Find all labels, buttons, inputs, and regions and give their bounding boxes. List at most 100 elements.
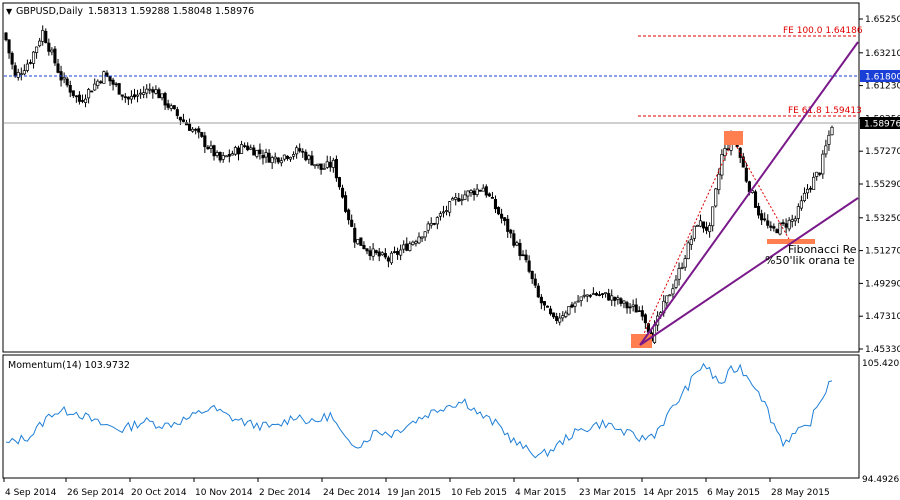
candle-body [13,65,17,77]
price-tick-label: 1.65250 [865,15,900,25]
candle-body [285,155,290,159]
price-tick-label: 1.53250 [865,214,900,224]
candle-body [35,46,39,53]
candle-body [209,145,213,149]
x-tick-label: 19 Jan 2015 [387,488,441,498]
fe618-label: FE 61.8 1.59413 [788,106,862,116]
candle-body [686,242,690,260]
x-tick-label: 6 May 2015 [707,488,760,498]
candle-body [188,123,192,131]
candle-body [328,161,332,168]
candle-body [356,239,360,245]
level-label: 1.61800 [865,73,900,83]
candle-body [132,94,137,98]
candle-body [414,241,418,244]
x-tick-label: 2 Dec 2014 [259,488,311,498]
candle-body [163,92,167,106]
momentum-axis-top: 105.4203 [862,359,900,369]
candle-body [56,63,60,73]
candle-body [77,94,81,102]
candle-body [246,145,250,151]
candle-body [178,116,182,121]
candle-body [7,39,11,54]
price-tick-label: 1.47310 [865,312,900,322]
fib-note-line2: %50'lik orana te [765,254,855,267]
price-tick-label: 1.51270 [865,247,900,257]
annotation-layer: FE 100.0 1.64186 FE 61.8 1.59413 Fibonac… [4,26,863,348]
candle-body [812,176,816,190]
candle-body [637,310,641,313]
candle-body [552,312,556,318]
candle-body [145,88,149,94]
candle-body [457,197,461,202]
x-tick-label: 24 Dec 2014 [323,488,381,498]
candle-body [815,171,819,177]
candle-body [331,159,335,168]
x-axis: 4 Sep 2014 26 Sep 2014 20 Oct 2014 10 Nov 2… [3,478,830,498]
momentum-label: Momentum(14) 103.9732 [8,360,130,371]
candle-body [194,128,198,131]
candle-body [564,312,568,317]
candle-body [334,158,338,179]
candle-body [270,157,274,164]
candle-body [555,316,559,322]
candle-body [44,30,48,44]
candle-body [313,164,317,167]
x-tick-label: 23 Mar 2015 [579,488,636,498]
candle-body [610,295,614,301]
candle-body [264,152,268,158]
candle-body [340,187,345,198]
candle-body [478,189,482,192]
candle-body [714,188,718,207]
candle-body [157,89,161,99]
low-highlight-box [631,334,652,348]
candle-body [359,237,363,246]
candle-body [353,227,357,243]
candle-body [362,244,366,250]
fib-projection-line-2 [732,139,791,242]
candle-body [668,294,672,297]
candle-body [252,147,256,156]
candle-body [65,78,69,86]
candle-body [374,250,378,254]
candle-body [417,236,421,244]
candle-body [129,95,133,100]
candle-body [604,292,608,294]
candle-body [389,252,394,264]
candle-body [588,295,592,297]
candle-body [689,238,693,245]
current-price-label: 1.58976 [864,120,900,130]
x-tick-label: 10 Feb 2015 [451,488,507,498]
candle-body [399,249,403,256]
x-tick-label: 20 Oct 2014 [131,488,187,498]
candle-body [665,295,669,304]
candle-body [175,109,179,116]
candle-body [420,236,424,239]
candle-body [809,187,813,190]
candle-body [701,221,706,229]
candle-body [723,148,727,157]
fib-note-line1: Fibonacci Re [788,243,857,256]
candle-body [530,270,534,280]
candle-body [490,197,494,199]
fib-projection-line-1 [640,139,734,341]
candle-body [423,231,427,238]
candle-body [506,218,510,232]
price-tick-label: 1.61230 [865,82,900,92]
candle-body [753,191,758,208]
candle-body [466,190,470,197]
candle-body [292,154,296,157]
candle-body [50,49,54,53]
candle-body [597,294,602,296]
candle-body [738,147,742,158]
x-tick-label: 10 Nov 2014 [195,488,253,498]
candle-body [206,146,210,150]
candle-body [322,168,326,170]
candle-body [760,213,764,221]
candle-body [796,206,800,219]
candle-body [805,188,810,194]
candle-body [240,144,244,154]
candle-body [172,105,176,110]
price-tick-label: 1.49290 [865,279,900,289]
